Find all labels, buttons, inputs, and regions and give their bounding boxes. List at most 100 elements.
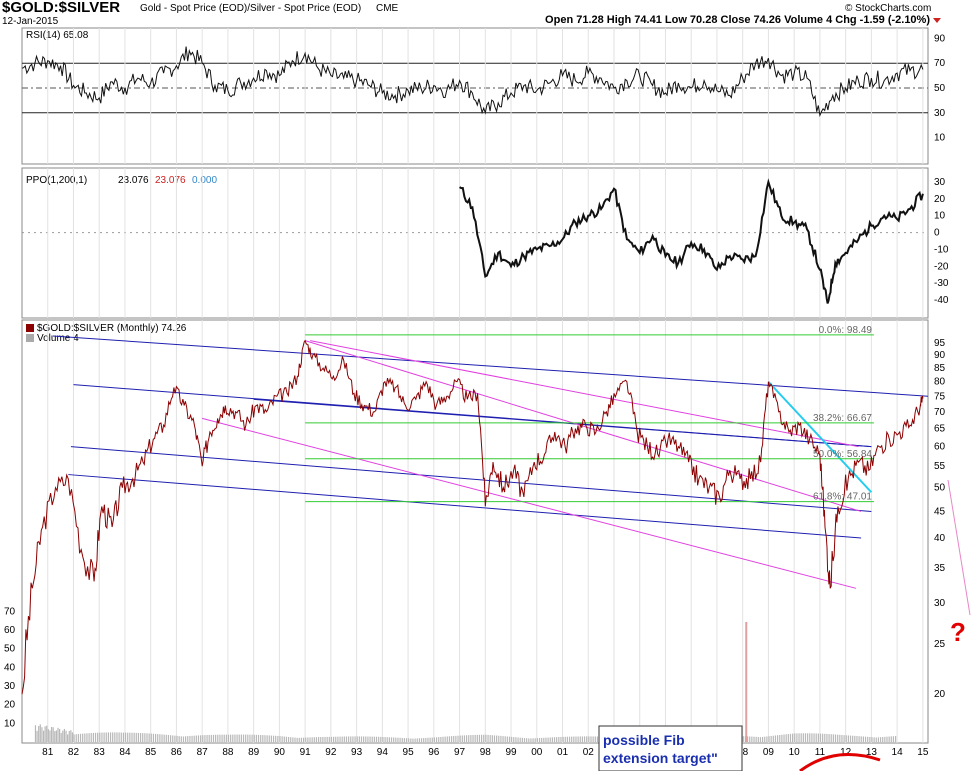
- volume-bar: [326, 736, 328, 742]
- volume-bar: [485, 734, 487, 742]
- volume-bar: [90, 733, 92, 742]
- volume-bar: [405, 738, 408, 742]
- volume-bar: [558, 737, 560, 742]
- volume-bar: [36, 730, 38, 742]
- volume-bar: [556, 737, 558, 742]
- volume-bar: [517, 737, 519, 742]
- volume-bar: [772, 735, 774, 742]
- volume-bar: [195, 735, 197, 742]
- volume-bar: [103, 732, 105, 742]
- volume-spike-bar: [745, 622, 748, 742]
- note-box: [598, 725, 743, 771]
- volume-bar: [856, 736, 858, 742]
- volume-bar: [785, 734, 787, 742]
- volume-bar: [869, 736, 871, 742]
- volume-bar: [373, 736, 375, 742]
- volume-bar: [88, 733, 90, 742]
- volume-bar: [300, 737, 303, 742]
- volume-bar: [802, 733, 804, 742]
- volume-bar: [131, 732, 133, 742]
- volume-bar: [837, 734, 839, 742]
- volume-bar: [817, 733, 819, 742]
- volume-bar: [307, 737, 309, 742]
- price-tick-label: 55: [934, 461, 946, 472]
- price-title: $GOLD:$SILVER (Monthly) 74.26: [37, 323, 187, 334]
- volume-bar: [245, 734, 247, 742]
- volume-bar: [764, 736, 766, 742]
- volume-bar: [553, 737, 556, 742]
- ppo-value-3: 0.000: [192, 175, 217, 186]
- volume-bar: [534, 738, 536, 742]
- rsi-panel-frame: [21, 27, 929, 165]
- volume-bar: [139, 733, 142, 742]
- volume-bar: [581, 736, 584, 742]
- volume-bar: [34, 725, 37, 742]
- volume-bar: [146, 733, 148, 742]
- volume-bar: [148, 733, 150, 742]
- volume-bar: [787, 734, 789, 742]
- volume-bar: [508, 736, 511, 742]
- volume-bar: [487, 734, 489, 742]
- x-tick-label: 91: [300, 747, 312, 758]
- volume-bar: [191, 735, 193, 742]
- volume-bar: [135, 732, 137, 742]
- volume-bar: [330, 736, 333, 742]
- volume-bar: [809, 733, 811, 742]
- volume-bar: [800, 733, 802, 742]
- volume-bar: [62, 730, 64, 742]
- volume-bar: [57, 727, 59, 742]
- volume-bar: [217, 734, 219, 742]
- trend-line-magenta: [304, 340, 862, 512]
- x-tick-label: 83: [94, 747, 106, 758]
- volume-bar: [375, 736, 378, 742]
- volume-bar: [382, 736, 384, 742]
- chart-description: Gold - Spot Price (EOD)/Silver - Spot Pr…: [140, 3, 361, 14]
- volume-bar: [182, 736, 185, 742]
- volume-bar: [393, 737, 395, 742]
- volume-tick-label: 70: [4, 606, 16, 617]
- volume-bar: [255, 734, 257, 742]
- rsi-title: RSI(14) 65.08: [26, 30, 89, 41]
- volume-bar: [112, 732, 114, 742]
- price-legend-swatch: [26, 324, 34, 332]
- volume-bar: [240, 734, 242, 742]
- volume-bar: [521, 737, 523, 742]
- price-tick-label: 40: [934, 533, 946, 544]
- volume-bar: [551, 737, 553, 742]
- trend-line-magenta: [202, 417, 857, 589]
- volume-bar: [232, 734, 234, 742]
- price-tick-label: 60: [934, 442, 946, 453]
- volume-bar: [500, 735, 502, 742]
- trend-lines: [52, 335, 929, 589]
- volume-bar: [399, 737, 401, 742]
- rsi-tick-label: 90: [934, 33, 946, 44]
- volume-bar: [371, 736, 373, 742]
- volume-bar: [871, 737, 873, 742]
- price-tick-label: 35: [934, 563, 946, 574]
- trend-line-blue: [52, 335, 929, 397]
- volume-bar: [79, 733, 82, 742]
- volume-bar: [822, 733, 824, 742]
- volume-bar: [757, 736, 759, 742]
- volume-bar: [333, 736, 335, 742]
- volume-bar: [751, 736, 753, 742]
- volume-bar: [481, 734, 483, 742]
- volume-bar: [249, 734, 251, 742]
- volume-bar: [234, 734, 236, 742]
- price-tick-label: 30: [934, 598, 946, 609]
- volume-bar: [761, 736, 764, 742]
- volume-label: Volume 4: [37, 333, 79, 344]
- volume-bar: [215, 734, 217, 742]
- volume-bar: [281, 736, 283, 742]
- volume-bar: [498, 735, 500, 742]
- volume-bar: [320, 737, 322, 742]
- volume-bar: [84, 733, 86, 742]
- x-tick-label: 95: [403, 747, 415, 758]
- volume-bar: [337, 736, 339, 742]
- volume-bar: [749, 736, 751, 742]
- volume-bar: [543, 737, 545, 742]
- rsi-tick-label: 10: [934, 133, 946, 144]
- question-mark: ?: [950, 617, 966, 647]
- volume-bar: [594, 736, 596, 742]
